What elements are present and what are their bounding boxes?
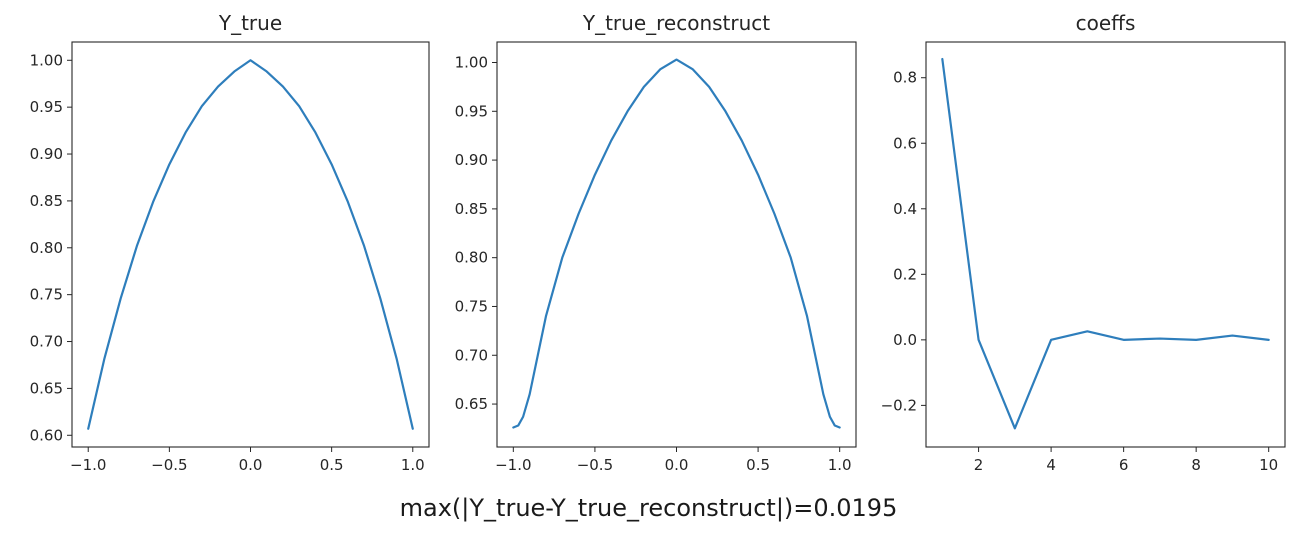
series-line-y-true bbox=[87, 59, 414, 430]
x-tick-label: 4 bbox=[1046, 456, 1056, 474]
y-tick-label: 0.90 bbox=[455, 151, 488, 169]
series-line-y-true-reconstruct bbox=[512, 58, 841, 429]
y-tick-label: 0.4 bbox=[893, 200, 917, 218]
y-tick-label: 0.95 bbox=[30, 98, 63, 116]
y-tick-label: −0.2 bbox=[881, 396, 917, 414]
y-tick-label: 0.80 bbox=[455, 249, 488, 267]
subplot-title-y-true: Y_true bbox=[218, 11, 282, 35]
y-tick-label: 0.75 bbox=[30, 286, 63, 304]
x-tick-label: 2 bbox=[974, 456, 984, 474]
y-tick-label: 0.8 bbox=[893, 69, 917, 87]
axes-frame-y-true-reconstruct bbox=[496, 41, 857, 448]
x-tick-label: −1.0 bbox=[70, 456, 106, 474]
x-tick-label: 0.5 bbox=[746, 456, 770, 474]
x-tick-label: 1.0 bbox=[828, 456, 852, 474]
x-tick-label: −0.5 bbox=[151, 456, 187, 474]
y-tick-label: 0.85 bbox=[30, 192, 63, 210]
y-tick-label: 0.90 bbox=[30, 145, 63, 163]
subplot-y-true-reconstruct: Y_true_reconstruct −1.0 −0.5 0.0 0.5 1.0 0.65 0… bbox=[455, 11, 857, 474]
y-tick-label: 0.6 bbox=[893, 134, 917, 152]
series-line-coeffs bbox=[941, 57, 1270, 430]
y-tick-label: 0.2 bbox=[893, 265, 917, 283]
y-tick-label: 0.65 bbox=[455, 395, 488, 413]
y-tick-label: 0.70 bbox=[455, 346, 488, 364]
y-tick-label: 0.95 bbox=[455, 102, 488, 120]
x-tick-label: 6 bbox=[1119, 456, 1129, 474]
x-tick-label: 8 bbox=[1191, 456, 1201, 474]
y-tick-label: 1.00 bbox=[30, 51, 63, 69]
axes-frame-coeffs bbox=[925, 41, 1286, 448]
subplot-title-coeffs: coeffs bbox=[1076, 11, 1136, 35]
x-tick-label: −0.5 bbox=[577, 456, 613, 474]
y-tick-label: 0.60 bbox=[30, 426, 63, 444]
y-tick-label: 0.75 bbox=[455, 297, 488, 315]
subplot-title-y-true-reconstruct: Y_true_reconstruct bbox=[582, 11, 770, 35]
x-tick-label: 0.0 bbox=[665, 456, 689, 474]
x-tick-label: −1.0 bbox=[495, 456, 531, 474]
y-tick-label: 0.65 bbox=[30, 379, 63, 397]
y-tick-label: 0.85 bbox=[455, 200, 488, 218]
subplot-coeffs: coeffs 2 4 6 8 10 −0.2 0.0 0.2 0.4 0.6 0.8 bbox=[881, 11, 1286, 474]
x-tick-label: 10 bbox=[1259, 456, 1278, 474]
axes-frame-y-true bbox=[71, 41, 430, 448]
x-tick-label: 0.5 bbox=[320, 456, 344, 474]
y-tick-label: 0.80 bbox=[30, 239, 63, 257]
y-tick-label: 0.0 bbox=[893, 331, 917, 349]
y-tick-label: 0.70 bbox=[30, 333, 63, 351]
x-tick-label: 0.0 bbox=[239, 456, 263, 474]
x-tick-label: 1.0 bbox=[401, 456, 425, 474]
figure-suptitle: max(|Y_true-Y_true_reconstruct|)=0.0195 bbox=[399, 494, 898, 522]
y-tick-label: 1.00 bbox=[455, 53, 488, 71]
subplot-y-true: Y_true −1.0 −0.5 0.0 0.5 1.0 0.60 0.65 0.70 0.75 0… bbox=[30, 11, 430, 474]
